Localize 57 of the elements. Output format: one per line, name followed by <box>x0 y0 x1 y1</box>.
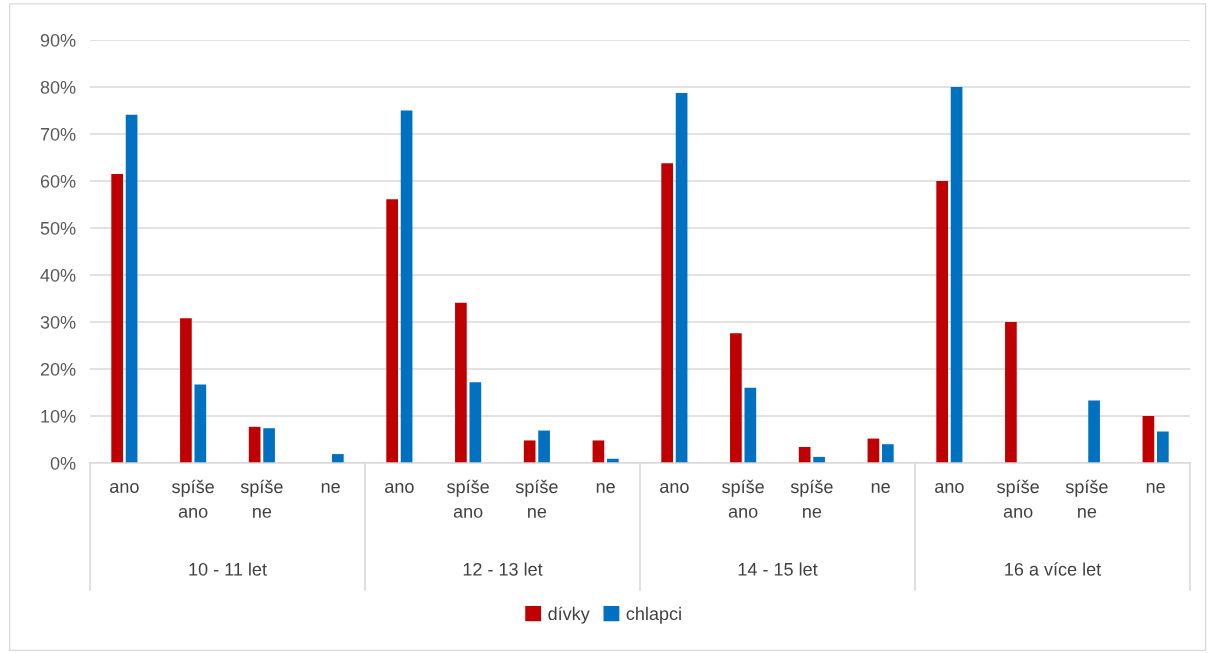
bar <box>1088 400 1100 463</box>
bar <box>1142 416 1155 463</box>
bar <box>194 384 207 463</box>
legend-label: dívky <box>548 606 590 624</box>
bar <box>523 440 536 463</box>
y-tick-label: 0% <box>50 456 76 470</box>
y-tick-label: 30% <box>40 315 76 329</box>
x-tick-label: ano <box>385 483 414 493</box>
text: 12 - 13 let <box>463 562 543 576</box>
bar <box>455 302 467 463</box>
y-tick-label: 10% <box>41 409 76 423</box>
x-tick-label: spíše ne <box>515 479 558 518</box>
x-tick-label: ne <box>321 483 340 493</box>
bar <box>386 199 398 463</box>
x-tick-label: spíše ano <box>172 479 214 518</box>
bar <box>950 87 963 463</box>
x-tick-label: ano <box>660 483 689 493</box>
bar <box>1005 322 1017 463</box>
bar <box>882 444 894 463</box>
bar <box>125 114 138 463</box>
bar <box>730 333 742 463</box>
bar <box>592 440 605 463</box>
text: 14 - 15 let <box>738 562 818 576</box>
y-tick-label: 50% <box>40 221 76 235</box>
bar <box>400 110 413 463</box>
bar <box>1157 431 1169 463</box>
x-tick-label: ne <box>596 483 615 493</box>
x-tick-label: spíše ano <box>722 479 764 518</box>
bar <box>248 426 261 463</box>
x-tick-label: spíše ne <box>790 479 833 518</box>
y-tick-label: 90% <box>40 33 76 47</box>
x-tick-label: ano <box>935 483 964 493</box>
y-tick-label: 80% <box>40 80 76 94</box>
y-tick-label: 20% <box>40 362 76 376</box>
x-tick-label: spíše ano <box>997 479 1039 518</box>
x-tick-label: ne <box>1146 483 1165 493</box>
bar <box>661 163 673 463</box>
x-tick-label: ano <box>110 483 139 493</box>
x-tick-label: spíše ne <box>1065 479 1108 518</box>
bar <box>538 430 550 463</box>
bar <box>469 382 482 463</box>
text: 16 a více let <box>1005 562 1102 576</box>
bar <box>263 428 275 463</box>
bar <box>744 387 757 463</box>
y-tick-label: 60% <box>40 174 76 188</box>
x-tick-label: spíše ano <box>447 479 489 518</box>
y-tick-label: 40% <box>40 268 76 282</box>
bar <box>675 93 688 463</box>
bar <box>936 181 948 463</box>
text: 10 - 11 let <box>189 562 267 576</box>
bar <box>180 318 192 463</box>
bar <box>111 173 123 463</box>
y-tick-label: 70% <box>40 127 76 141</box>
x-tick-label: spíše ne <box>240 479 283 518</box>
legend-label: chlapci <box>626 606 681 624</box>
x-tick-label: ne <box>871 483 890 493</box>
bar <box>332 454 344 463</box>
